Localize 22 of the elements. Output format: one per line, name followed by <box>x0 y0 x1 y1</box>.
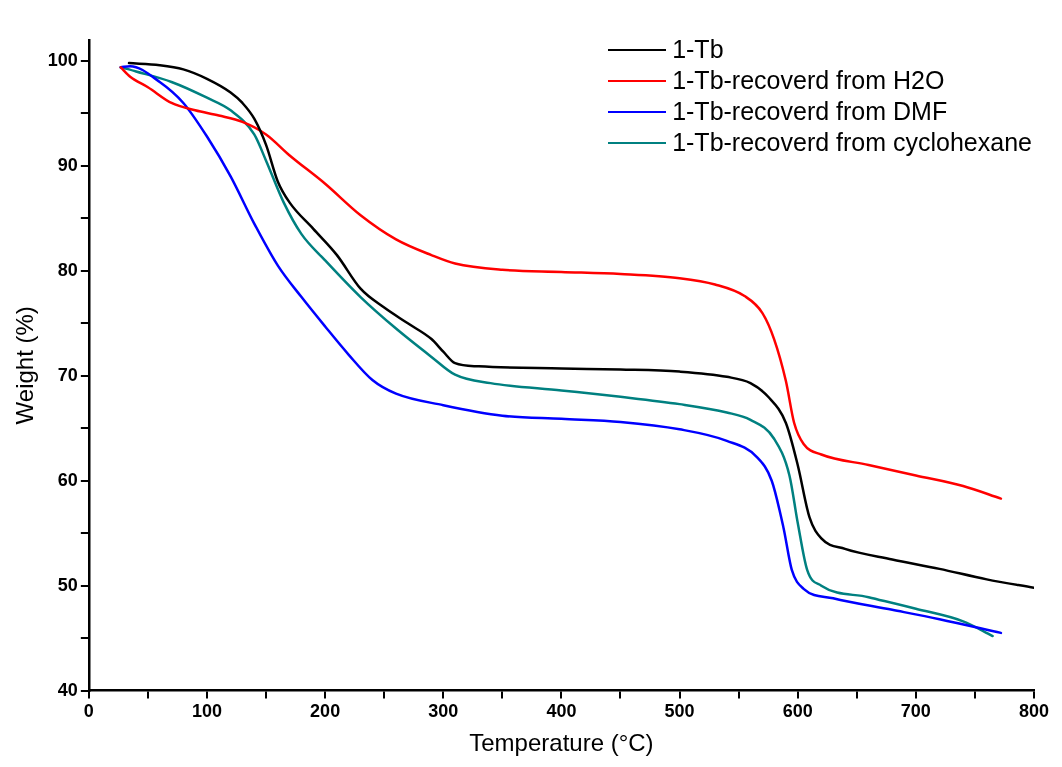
x-axis-title: Temperature (°C) <box>469 729 654 757</box>
y-tick-label: 70 <box>57 364 78 385</box>
x-tick-label: 0 <box>83 701 94 722</box>
x-tick-label: 800 <box>1018 701 1050 722</box>
y-tick-label: 50 <box>57 574 78 595</box>
x-tick-label: 200 <box>310 701 341 722</box>
y-tick-label: 40 <box>57 679 78 700</box>
y-tick-label: 90 <box>57 154 78 175</box>
y-axis-title: Weight (%) <box>11 306 39 425</box>
y-tick-label: 100 <box>47 49 78 70</box>
x-tick-label: 400 <box>546 701 577 722</box>
x-tick-label: 100 <box>191 701 222 722</box>
y-tick-label: 60 <box>57 469 78 490</box>
y-tick-label: 80 <box>57 259 78 280</box>
legend-label: 1-Tb-recoverd from H2O <box>672 65 945 96</box>
x-tick-label: 500 <box>664 701 695 722</box>
legend-label: 1-Tb-recoverd from cyclohexane <box>672 127 1032 158</box>
legend-label: 1-Tb <box>672 34 724 65</box>
x-tick-label: 300 <box>428 701 459 722</box>
x-tick-label: 700 <box>900 701 931 722</box>
legend-label: 1-Tb-recoverd from DMF <box>672 96 948 127</box>
x-tick-label: 600 <box>782 701 813 722</box>
